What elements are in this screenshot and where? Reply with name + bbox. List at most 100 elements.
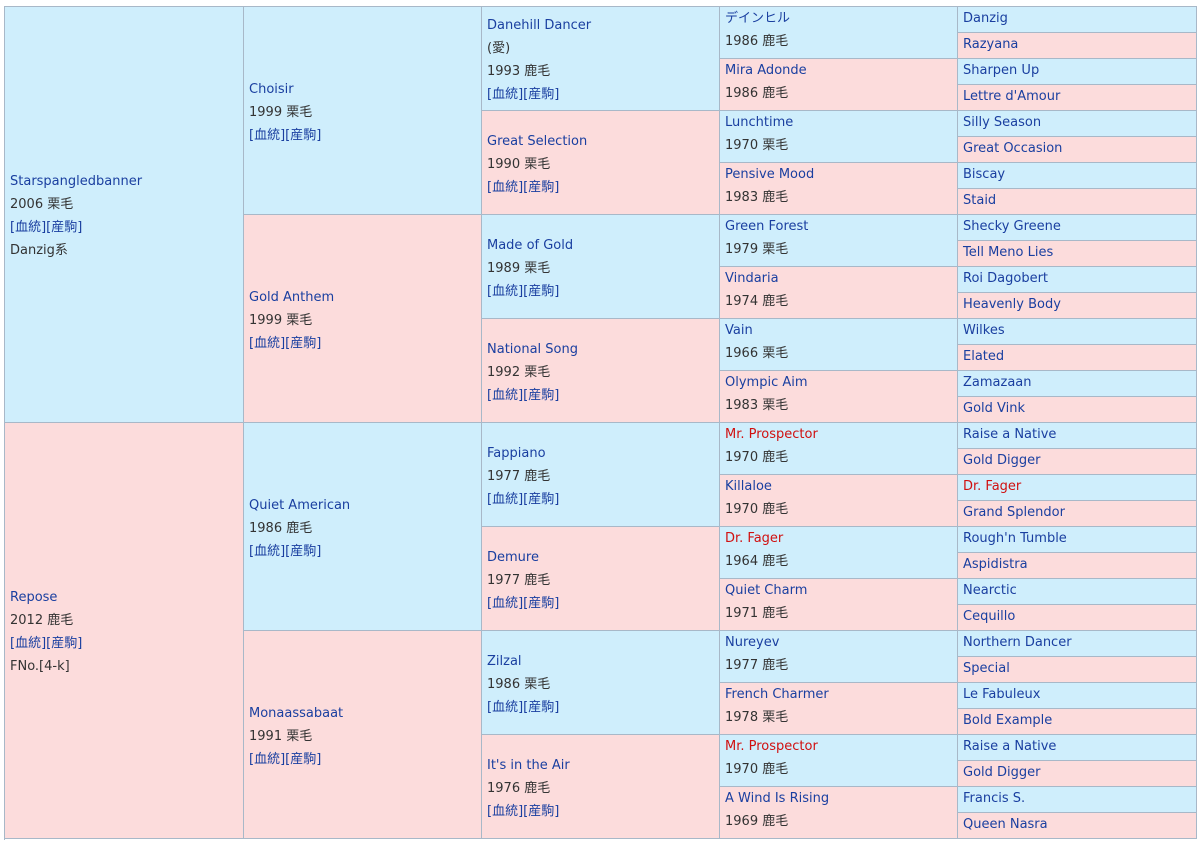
horse-name[interactable]: Fappiano: [487, 445, 546, 461]
horse-name[interactable]: Razyana: [963, 37, 1019, 52]
horse-name[interactable]: Queen Nasra: [963, 817, 1048, 832]
gen3-cell: Great Selection 1990 栗毛 [血統][産駒]: [482, 111, 720, 215]
horse-name[interactable]: Heavenly Body: [963, 297, 1061, 312]
progeny-link[interactable]: [産駒]: [46, 636, 83, 651]
year-color: 1983 栗毛: [725, 398, 789, 413]
horse-name[interactable]: Starspangledbanner: [10, 174, 143, 189]
horse-name[interactable]: Zilzal: [487, 653, 522, 669]
pedigree-link[interactable]: [血統]: [487, 803, 524, 819]
horse-name[interactable]: Repose: [10, 590, 58, 605]
progeny-link[interactable]: [産駒]: [523, 387, 560, 403]
horse-name[interactable]: Le Fabuleux: [963, 687, 1041, 702]
pedigree-link[interactable]: [血統]: [249, 127, 286, 143]
horse-name[interactable]: Roi Dagobert: [963, 271, 1049, 286]
horse-name[interactable]: Cequillo: [963, 609, 1016, 624]
horse-name[interactable]: Aspidistra: [963, 557, 1028, 572]
horse-name[interactable]: Lunchtime: [725, 115, 794, 130]
progeny-link[interactable]: [産駒]: [523, 699, 560, 715]
horse-name[interactable]: A Wind Is Rising: [725, 791, 830, 806]
horse-name[interactable]: Choisir: [249, 81, 294, 97]
year-color: 1992 栗毛: [487, 364, 551, 380]
horse-name[interactable]: Danzig: [963, 11, 1008, 26]
pedigree-link[interactable]: [血統]: [487, 179, 524, 195]
pedigree-link[interactable]: [血統]: [487, 283, 524, 299]
horse-name[interactable]: Quiet American: [249, 497, 351, 513]
horse-name[interactable]: Gold Vink: [963, 401, 1026, 416]
gen3-cell: Made of Gold 1989 栗毛 [血統][産駒]: [482, 215, 720, 319]
horse-name[interactable]: Grand Splendor: [963, 505, 1065, 520]
pedigree-link[interactable]: [血統]: [249, 751, 286, 767]
horse-name[interactable]: Staid: [963, 193, 997, 208]
horse-name[interactable]: Gold Anthem: [249, 289, 335, 305]
pedigree-link[interactable]: [血統]: [487, 595, 524, 611]
horse-name[interactable]: Vindaria: [725, 271, 779, 286]
horse-name[interactable]: Sharpen Up: [963, 63, 1040, 78]
horse-name-inbreed[interactable]: Mr. Prospector: [725, 427, 818, 442]
year-color: 1970 栗毛: [725, 138, 789, 153]
pedigree-link[interactable]: [血統]: [249, 543, 286, 559]
horse-name[interactable]: Nearctic: [963, 583, 1017, 598]
progeny-link[interactable]: [産駒]: [523, 491, 560, 507]
year-color: 1993 鹿毛: [487, 64, 551, 79]
horse-name[interactable]: Monaassabaat: [249, 705, 344, 721]
horse-name[interactable]: Shecky Greene: [963, 219, 1061, 234]
pedigree-link[interactable]: [血統]: [487, 387, 524, 403]
horse-name[interactable]: Rough'n Tumble: [963, 531, 1067, 546]
gen5-cell: Wilkes: [958, 319, 1197, 345]
horse-name[interactable]: Mira Adonde: [725, 63, 807, 78]
horse-name[interactable]: Danehill Dancer: [487, 18, 592, 33]
progeny-link[interactable]: [産駒]: [285, 335, 322, 351]
horse-name[interactable]: Raise a Native: [963, 739, 1057, 754]
horse-name[interactable]: Great Occasion: [963, 141, 1063, 156]
horse-name[interactable]: Green Forest: [725, 219, 809, 234]
horse-name[interactable]: デインヒル: [725, 11, 791, 26]
horse-name[interactable]: Northern Dancer: [963, 635, 1072, 650]
horse-name[interactable]: Demure: [487, 549, 539, 565]
pedigree-link[interactable]: [血統]: [487, 699, 524, 715]
horse-name[interactable]: Special: [963, 661, 1010, 676]
gen5-cell: Cequillo: [958, 605, 1197, 631]
horse-name[interactable]: Lettre d'Amour: [963, 89, 1061, 104]
horse-name-inbreed[interactable]: Mr. Prospector: [725, 739, 818, 754]
horse-name[interactable]: Olympic Aim: [725, 375, 808, 390]
horse-name[interactable]: Tell Meno Lies: [963, 245, 1054, 260]
horse-name-inbreed[interactable]: Dr. Fager: [725, 531, 784, 546]
progeny-link[interactable]: [産駒]: [285, 543, 322, 559]
horse-name[interactable]: Killaloe: [725, 479, 772, 494]
horse-name[interactable]: Gold Digger: [963, 453, 1041, 468]
horse-name[interactable]: Silly Season: [963, 115, 1042, 130]
progeny-link[interactable]: [産駒]: [523, 803, 560, 819]
horse-name[interactable]: Biscay: [963, 167, 1006, 182]
horse-name[interactable]: Francis S.: [963, 791, 1026, 806]
pedigree-link[interactable]: [血統]: [10, 636, 47, 651]
progeny-link[interactable]: [産駒]: [523, 283, 560, 299]
horse-name[interactable]: Great Selection: [487, 133, 588, 149]
horse-name[interactable]: Made of Gold: [487, 237, 574, 253]
horse-name[interactable]: Gold Digger: [963, 765, 1041, 780]
horse-name[interactable]: National Song: [487, 341, 578, 357]
progeny-link[interactable]: [産駒]: [46, 220, 83, 235]
pedigree-link[interactable]: [血統]: [487, 87, 524, 102]
horse-name[interactable]: Vain: [725, 323, 753, 338]
horse-name[interactable]: Bold Example: [963, 713, 1053, 728]
horse-name-inbreed[interactable]: Dr. Fager: [963, 479, 1022, 494]
horse-name[interactable]: Zamazaan: [963, 375, 1032, 390]
horse-name[interactable]: Nureyev: [725, 635, 780, 650]
horse-name[interactable]: Wilkes: [963, 323, 1005, 338]
progeny-link[interactable]: [産駒]: [285, 127, 322, 143]
pedigree-link[interactable]: [血統]: [249, 335, 286, 351]
horse-name[interactable]: Pensive Mood: [725, 167, 815, 182]
pedigree-link[interactable]: [血統]: [487, 491, 524, 507]
progeny-link[interactable]: [産駒]: [285, 751, 322, 767]
gen3-cell: National Song 1992 栗毛 [血統][産駒]: [482, 319, 720, 423]
progeny-link[interactable]: [産駒]: [523, 179, 560, 195]
progeny-link[interactable]: [産駒]: [523, 595, 560, 611]
horse-name[interactable]: Raise a Native: [963, 427, 1057, 442]
horse-name[interactable]: Quiet Charm: [725, 583, 808, 598]
horse-name[interactable]: French Charmer: [725, 687, 829, 702]
horse-name[interactable]: It's in the Air: [487, 757, 570, 773]
pedigree-link[interactable]: [血統]: [10, 220, 47, 235]
progeny-link[interactable]: [産駒]: [523, 87, 560, 102]
gen5-cell: Northern Dancer: [958, 631, 1197, 657]
horse-name[interactable]: Elated: [963, 349, 1005, 364]
